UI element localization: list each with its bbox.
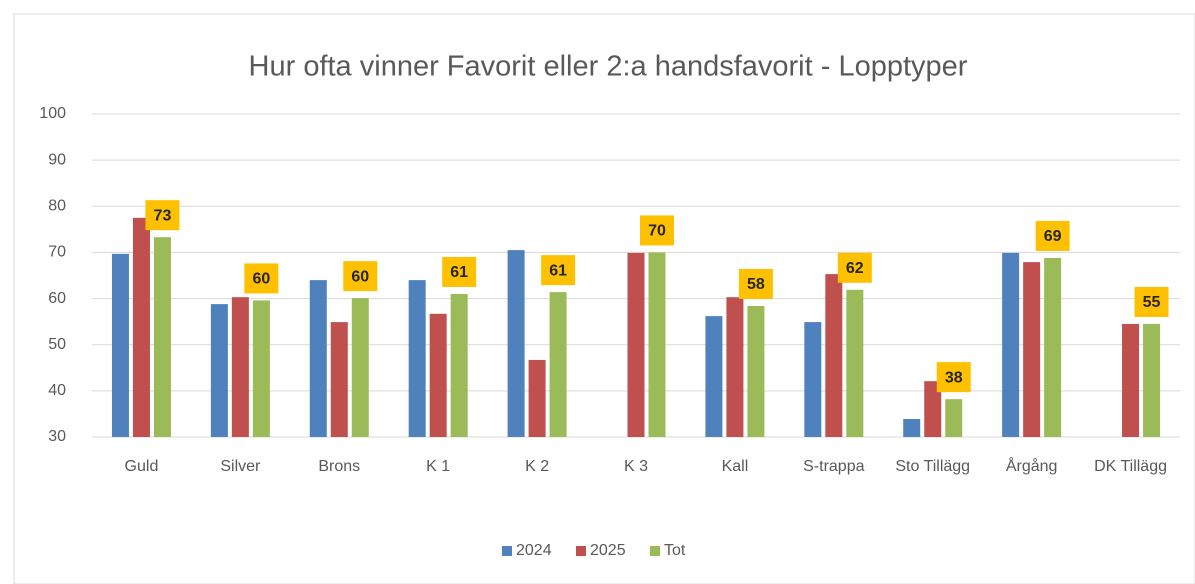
x-tick-label: Guld [125, 458, 159, 475]
x-tick-label: Sto Tillägg [895, 458, 970, 475]
y-tick-label: 60 [48, 290, 66, 307]
x-tick-label: K 3 [624, 458, 648, 475]
legend-label: 2025 [590, 542, 626, 559]
bar [309, 280, 327, 437]
bar [945, 399, 963, 437]
legend-swatch [650, 546, 660, 556]
legend-swatch [576, 546, 586, 556]
y-tick-label: 70 [48, 244, 66, 261]
bar [210, 304, 228, 437]
bar [924, 381, 942, 437]
bar [648, 252, 666, 437]
data-label: 38 [945, 369, 963, 386]
data-label: 60 [252, 271, 270, 288]
legend-swatch [502, 546, 512, 556]
x-tick-label: K 2 [525, 458, 549, 475]
data-label: 62 [846, 260, 864, 277]
x-tick-label: Årgång [1006, 456, 1058, 475]
bar [330, 322, 348, 437]
data-label-box [244, 263, 279, 294]
bar [549, 292, 567, 437]
x-tick-label: Kall [722, 458, 749, 475]
data-label: 69 [1044, 228, 1062, 245]
y-tick-label: 30 [48, 428, 66, 445]
data-label: 70 [648, 223, 666, 240]
data-label-box [738, 268, 773, 299]
data-label-box [145, 200, 180, 231]
y-tick-label: 100 [39, 105, 66, 122]
data-label: 61 [450, 264, 468, 281]
x-tick-label: Brons [318, 458, 360, 475]
chart-title: Hur ofta vinner Favorit eller 2:a handsf… [249, 51, 968, 83]
x-tick-label: Silver [220, 458, 261, 475]
bar [903, 419, 921, 437]
data-label-box [1134, 286, 1169, 317]
bar [111, 253, 129, 437]
data-label-box [837, 252, 872, 283]
data-label-box [541, 255, 576, 286]
bar [528, 359, 546, 437]
legend-label: 2024 [516, 542, 552, 559]
bar [1002, 252, 1020, 437]
bar [825, 274, 843, 437]
bar [705, 316, 723, 437]
legend-label: Tot [664, 542, 686, 559]
bar [1023, 262, 1041, 437]
data-label: 55 [1143, 294, 1161, 311]
data-label-box [343, 261, 378, 292]
data-label: 73 [154, 207, 172, 224]
bar [726, 297, 744, 437]
bar [351, 298, 369, 437]
bar [627, 252, 645, 437]
bar [507, 250, 525, 437]
data-label-box [936, 362, 971, 393]
data-label-box [442, 256, 477, 287]
bar [747, 305, 765, 437]
y-tick-label: 80 [48, 198, 66, 215]
bar [429, 313, 447, 437]
x-tick-label: S-trappa [803, 458, 864, 475]
data-label-box [1035, 220, 1070, 251]
chart-border [13, 13, 1195, 584]
y-tick-label: 50 [48, 336, 66, 353]
data-label-box [640, 215, 674, 246]
bar [1122, 323, 1140, 437]
data-label: 61 [549, 262, 567, 279]
bar [231, 297, 249, 437]
bar [252, 300, 270, 437]
bar [450, 293, 468, 437]
bar [1143, 323, 1161, 437]
bar [408, 280, 426, 437]
y-tick-label: 90 [48, 151, 66, 168]
bar [804, 322, 822, 437]
data-label: 58 [747, 276, 765, 293]
bar [1044, 257, 1062, 437]
y-tick-label: 40 [48, 382, 66, 399]
bar [846, 289, 864, 437]
bar [132, 217, 150, 437]
x-tick-label: DK Tillägg [1094, 458, 1167, 475]
x-tick-label: K 1 [426, 458, 450, 475]
bar [153, 237, 171, 437]
data-label: 60 [351, 268, 369, 285]
